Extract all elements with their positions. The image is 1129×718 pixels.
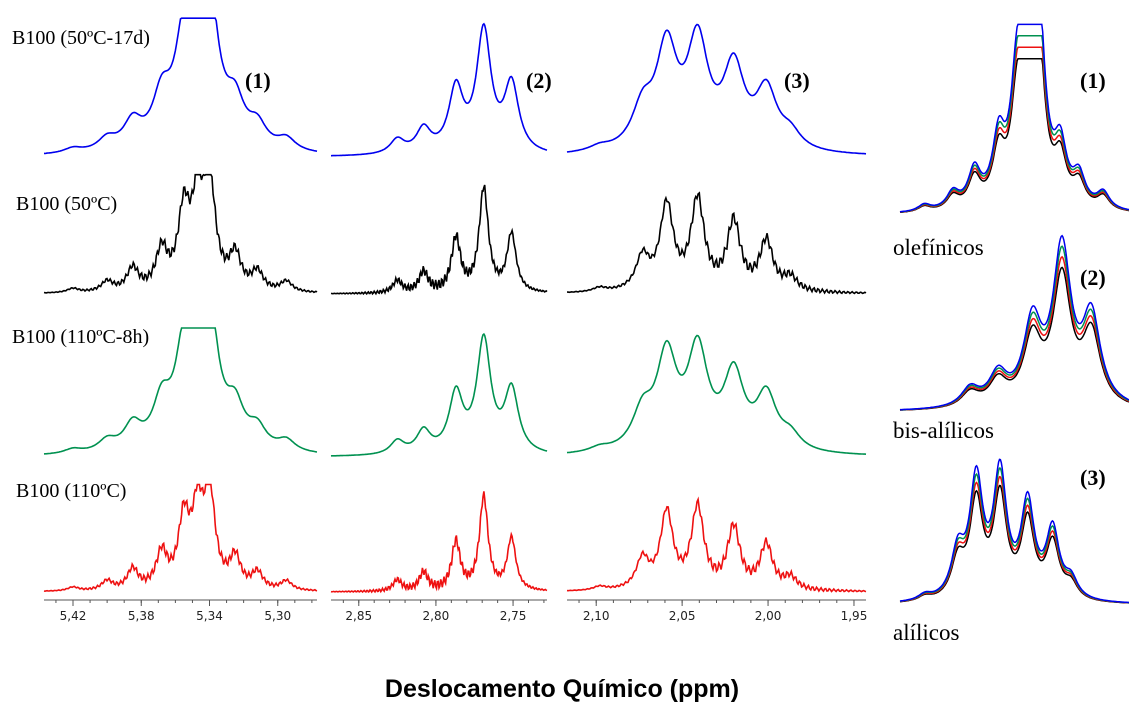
spectrum-2-series-3 <box>330 332 548 457</box>
spectrum-3-series-4 <box>566 496 867 593</box>
inset-1-series-1 <box>899 23 1129 213</box>
panel-label-1: (1) <box>245 68 271 93</box>
spectrum-1-series-3 <box>43 327 318 455</box>
series-label-b100-50c-17d: B100 (50ºC-17d) <box>12 27 150 49</box>
x-tick-label: 2,00 <box>755 609 782 623</box>
spectrum-2-series-4 <box>330 491 548 594</box>
x-tick-label: 1,95 <box>841 609 868 623</box>
series-label-b100-50c: B100 (50ºC) <box>16 193 117 215</box>
insets-group <box>899 23 1129 604</box>
inset-name-alilicos: alílicos <box>893 620 959 645</box>
inset-label-1: (1) <box>1080 68 1106 93</box>
spectrum-1-series-4 <box>43 483 318 593</box>
inset-label-2: (2) <box>1080 265 1106 290</box>
inset-name-bis-alilicos: bis-alílicos <box>893 418 994 443</box>
panel-label-3: (3) <box>784 68 810 93</box>
x-tick-label: 5,42 <box>60 609 87 623</box>
x-tick-label: 5,38 <box>128 609 155 623</box>
x-tick-label: 5,34 <box>196 609 223 623</box>
spectrum-2-series-1 <box>331 22 548 157</box>
spectrum-3-series-2 <box>567 191 867 295</box>
inset-3-series-2 <box>899 484 1129 604</box>
inset-name-olefinicos: olefínicos <box>893 235 984 260</box>
inset-2-series-1 <box>900 234 1129 411</box>
series-label-b100-110c: B100 (110ºC) <box>16 480 126 502</box>
inset-1-series-3 <box>899 35 1129 213</box>
spectrum-2-series-2 <box>330 184 548 296</box>
inset-3-series-1 <box>899 458 1129 604</box>
panel-label-2: (2) <box>526 68 552 93</box>
spectrum-1-series-2 <box>43 173 318 294</box>
x-tick-label: 2,85 <box>345 609 372 623</box>
inset-label-3: (3) <box>1080 465 1106 490</box>
series-label-b100-110c-8h: B100 (110ºC-8h) <box>12 326 149 348</box>
x-tick-label: 5,30 <box>264 609 291 623</box>
spectra-group <box>43 17 867 594</box>
spectrum-3-series-3 <box>566 334 867 455</box>
axes-group: 5,42 5,38 5,34 5,30 2,85 2,80 2,75 2,10 2,05 2,00… <box>44 599 868 623</box>
x-tick-label: 2,80 <box>423 609 450 623</box>
spectrum-1-series-1 <box>44 17 318 155</box>
x-axis-title: Deslocamento Químico (ppm) <box>385 675 739 703</box>
inset-3-series-4 <box>899 475 1129 604</box>
x-tick-label: 2,10 <box>583 609 610 623</box>
x-tick-label: 2,05 <box>669 609 696 623</box>
spectrum-3-series-1 <box>566 23 867 155</box>
x-tick-label: 2,75 <box>500 609 527 623</box>
